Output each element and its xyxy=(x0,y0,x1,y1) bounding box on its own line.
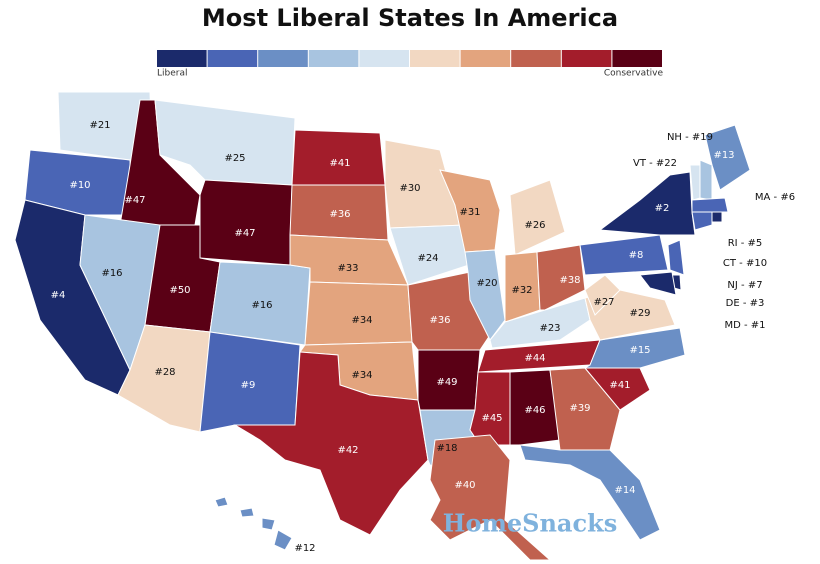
state-label: #34 xyxy=(351,370,372,381)
title: Most Liberal States In America xyxy=(202,4,618,32)
state-label: #29 xyxy=(629,308,650,319)
state-label: #8 xyxy=(629,250,644,261)
state xyxy=(598,171,696,236)
state-label: #46 xyxy=(524,405,545,416)
state xyxy=(509,369,561,446)
watermark: HomeSnacks xyxy=(443,509,617,538)
state xyxy=(261,517,276,531)
state xyxy=(209,261,311,346)
state-label: #28 xyxy=(154,367,175,378)
state-label: #47 xyxy=(234,228,255,239)
state xyxy=(667,239,685,276)
state-label: #31 xyxy=(459,207,480,218)
state-label: #41 xyxy=(609,380,630,391)
state-label: #47 xyxy=(124,195,145,206)
callout-label: NH - #19 xyxy=(667,132,713,143)
callout-label: NJ - #7 xyxy=(727,280,762,291)
state xyxy=(536,244,586,311)
state-labels: #21 #10 #4 #47 #16 #25 #47 #50 #16 #28 #9 #41 #36 #33… xyxy=(51,120,795,554)
legend-low-label: Liberal xyxy=(157,69,187,79)
state-label: #15 xyxy=(629,345,650,356)
state-label: #23 xyxy=(539,323,560,334)
state-label: #21 xyxy=(89,120,110,131)
state-label: #49 xyxy=(436,377,457,388)
state xyxy=(519,444,661,541)
legend-swatch xyxy=(410,50,460,67)
state-label: #16 xyxy=(101,268,122,279)
state-label: #26 xyxy=(524,220,545,231)
callout-label: MA - #6 xyxy=(755,192,795,203)
state-label: #39 xyxy=(569,403,590,414)
state-label: #13 xyxy=(713,150,734,161)
state xyxy=(579,234,669,276)
state-label: #32 xyxy=(511,285,532,296)
state-label: #44 xyxy=(524,353,545,364)
state-label: #40 xyxy=(454,480,475,491)
callout-label: VT - #22 xyxy=(633,158,677,169)
callout-label: CT - #10 xyxy=(723,258,767,269)
callout-label: DE - #3 xyxy=(726,298,765,309)
legend-swatch xyxy=(511,50,561,67)
state-label: #41 xyxy=(329,158,350,169)
state-label: #18 xyxy=(436,443,457,454)
callout-label: RI - #5 xyxy=(728,238,763,249)
legend-swatch xyxy=(157,50,207,67)
legend-swatch xyxy=(460,50,511,67)
state xyxy=(699,159,713,201)
state xyxy=(429,434,552,561)
legend-swatch xyxy=(308,50,359,67)
state-label: #9 xyxy=(241,380,256,391)
state xyxy=(199,179,293,266)
state-label: #45 xyxy=(481,413,502,424)
state xyxy=(273,529,293,551)
state-label: #50 xyxy=(169,285,190,296)
states xyxy=(14,91,751,561)
legend-swatch xyxy=(561,50,612,67)
state-label: #33 xyxy=(337,263,358,274)
state-label: #24 xyxy=(417,253,438,264)
state-label: #20 xyxy=(476,278,497,289)
state xyxy=(549,367,621,451)
state-label: #16 xyxy=(251,300,272,311)
state-label: #25 xyxy=(224,153,245,164)
state xyxy=(691,211,713,231)
state-label: #14 xyxy=(614,485,635,496)
state-label: #4 xyxy=(51,290,66,301)
state xyxy=(584,274,621,316)
state-label: #34 xyxy=(351,315,372,326)
legend-swatch xyxy=(359,50,409,67)
state xyxy=(304,281,413,346)
state-label: #30 xyxy=(399,183,420,194)
callout-label: MD - #1 xyxy=(724,320,765,331)
state-label: #36 xyxy=(429,315,450,326)
state-label: #12 xyxy=(294,543,315,554)
state xyxy=(639,271,677,296)
legend-swatch xyxy=(207,50,258,67)
state xyxy=(239,507,255,518)
state-label: #27 xyxy=(593,297,614,308)
state xyxy=(214,496,229,508)
state-label: #38 xyxy=(559,275,580,286)
state xyxy=(509,179,566,256)
legend-high-label: Conservative xyxy=(604,69,664,79)
state xyxy=(691,197,729,213)
state xyxy=(704,124,751,191)
state-label: #36 xyxy=(329,209,350,220)
state xyxy=(711,211,723,223)
state-label: #42 xyxy=(337,445,358,456)
state xyxy=(24,149,133,216)
state-label: #2 xyxy=(655,203,670,214)
legend-swatch xyxy=(258,50,308,67)
state-label: #10 xyxy=(69,180,90,191)
legend-swatch xyxy=(612,50,662,67)
